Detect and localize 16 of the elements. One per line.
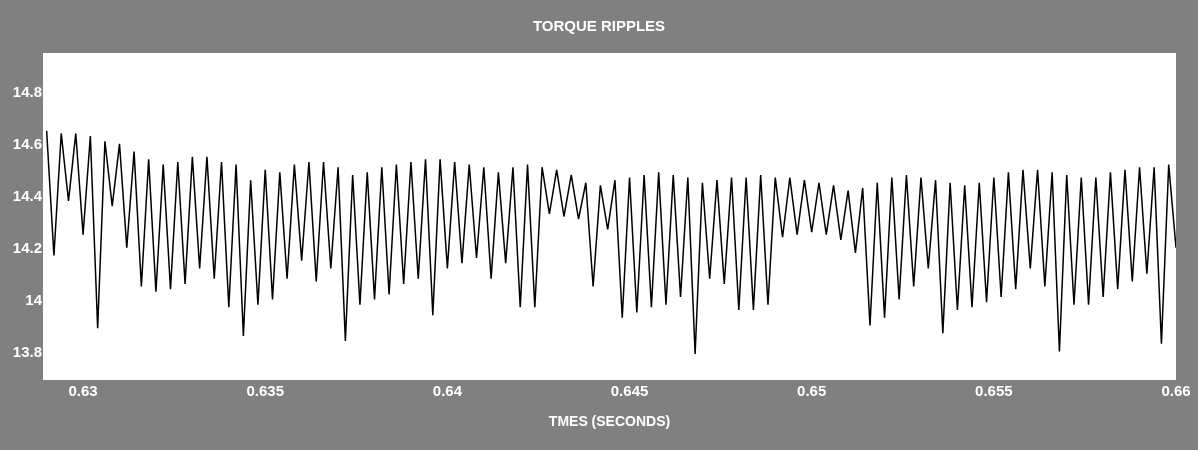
x-tick-label: 0.66	[1161, 382, 1191, 399]
y-tick-label: 14.6	[12, 135, 42, 153]
y-tick-label: 14.8	[12, 83, 42, 101]
y-tick-label: 14	[25, 290, 43, 308]
y-tick-label: 14.4	[12, 186, 43, 204]
x-tick-label: 0.655	[975, 382, 1013, 399]
y-tick-label: 13.8	[12, 342, 42, 360]
y-tick-label: 14.2	[12, 238, 42, 256]
x-tick-label: 0.65	[797, 382, 827, 399]
x-tick-label: 0.635	[246, 382, 284, 399]
x-tick-label: 0.63	[68, 382, 98, 399]
line-series	[45, 130, 1176, 355]
x-tick-label: 0.645	[610, 382, 649, 399]
x-axis-title: TMES (SECONDS)	[548, 413, 671, 430]
x-tick-label: 0.64	[432, 382, 463, 399]
chart-title: TORQUE RIPPLES	[532, 17, 666, 35]
